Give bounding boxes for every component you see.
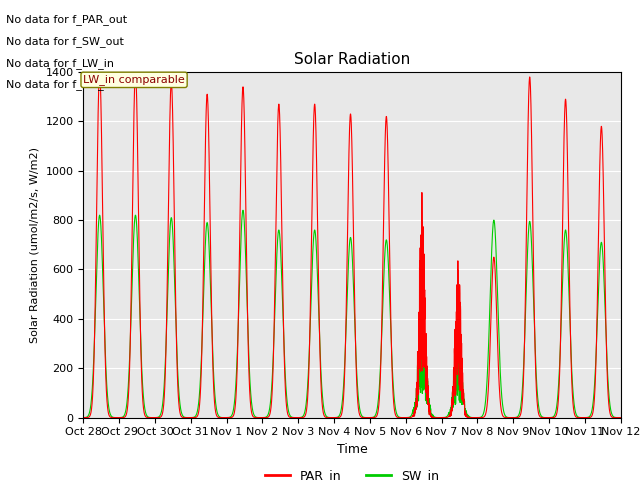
Title: Solar Radiation: Solar Radiation: [294, 52, 410, 67]
X-axis label: Time: Time: [337, 443, 367, 456]
Text: No data for f_LW_out: No data for f_LW_out: [6, 79, 122, 90]
Text: No data for f_SW_out: No data for f_SW_out: [6, 36, 124, 47]
Text: No data for f_LW_in: No data for f_LW_in: [6, 58, 115, 69]
Legend: PAR_in, SW_in: PAR_in, SW_in: [260, 464, 444, 480]
Text: LW_in comparable: LW_in comparable: [83, 74, 185, 85]
Text: No data for f_PAR_out: No data for f_PAR_out: [6, 14, 127, 25]
Y-axis label: Solar Radiation (umol/m2/s, W/m2): Solar Radiation (umol/m2/s, W/m2): [30, 147, 40, 343]
